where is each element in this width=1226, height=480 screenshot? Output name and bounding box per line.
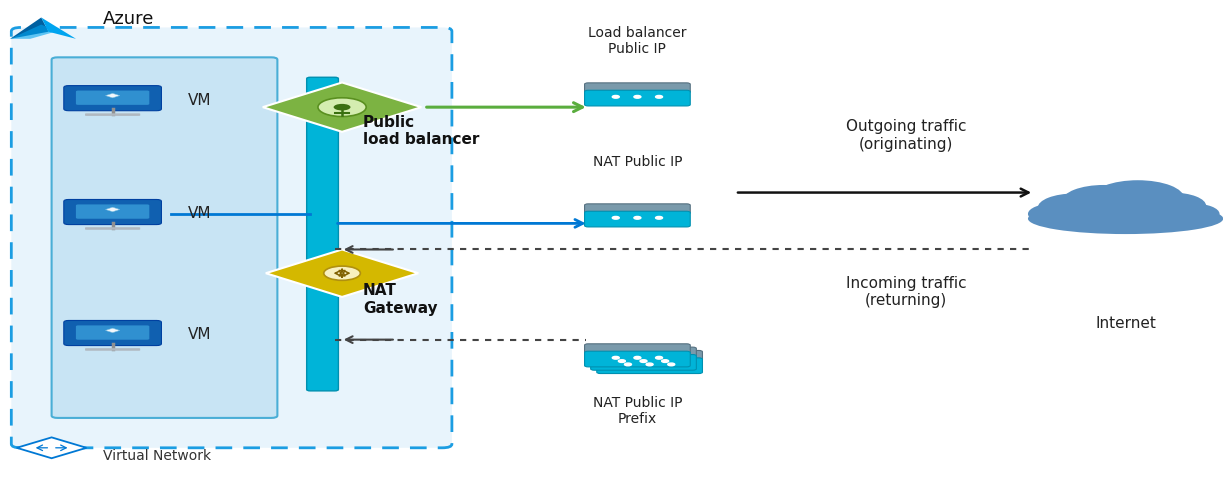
Circle shape [656,96,662,98]
Polygon shape [262,83,422,132]
Polygon shape [105,93,120,98]
Text: Azure: Azure [103,11,154,28]
Circle shape [634,96,641,98]
FancyBboxPatch shape [76,91,150,105]
FancyBboxPatch shape [11,27,452,448]
Circle shape [634,357,641,359]
FancyBboxPatch shape [585,90,690,106]
Circle shape [318,98,367,117]
Ellipse shape [1027,203,1224,234]
Circle shape [612,357,619,359]
Polygon shape [17,437,87,458]
Text: Load balancer
Public IP: Load balancer Public IP [588,25,687,56]
FancyBboxPatch shape [585,204,690,214]
FancyBboxPatch shape [85,348,140,351]
Circle shape [612,96,619,98]
Circle shape [1091,180,1184,216]
FancyBboxPatch shape [585,351,690,367]
Polygon shape [10,17,49,39]
Polygon shape [105,328,120,333]
FancyBboxPatch shape [306,77,338,391]
Text: Virtual Network: Virtual Network [103,449,211,463]
Text: VM: VM [189,206,212,221]
Circle shape [656,357,662,359]
FancyBboxPatch shape [585,211,690,227]
Circle shape [624,363,631,366]
Circle shape [324,266,360,280]
FancyBboxPatch shape [591,347,696,358]
FancyBboxPatch shape [597,358,702,373]
Polygon shape [105,207,120,212]
Circle shape [333,104,351,110]
Text: VM: VM [189,93,212,108]
Text: NAT Public IP
Prefix: NAT Public IP Prefix [592,396,682,426]
Text: VM: VM [189,327,212,342]
Circle shape [1027,204,1081,224]
Polygon shape [266,250,418,297]
Text: NAT
Gateway: NAT Gateway [363,283,438,315]
Text: NAT Public IP: NAT Public IP [592,155,682,168]
Text: Public
load balancer: Public load balancer [363,115,479,147]
Circle shape [1138,192,1206,219]
Circle shape [1166,204,1220,224]
Circle shape [646,363,653,366]
Circle shape [668,363,674,366]
Circle shape [1062,185,1145,217]
FancyBboxPatch shape [64,321,162,346]
Polygon shape [10,24,58,39]
Text: Outgoing traffic
(originating): Outgoing traffic (originating) [846,120,966,152]
FancyBboxPatch shape [64,200,162,225]
FancyBboxPatch shape [597,350,702,360]
Polygon shape [42,17,76,39]
Text: Internet: Internet [1095,316,1156,331]
Circle shape [634,216,641,219]
Circle shape [662,360,668,362]
FancyBboxPatch shape [85,227,140,230]
FancyBboxPatch shape [85,113,140,116]
FancyBboxPatch shape [585,344,690,354]
FancyBboxPatch shape [51,57,277,418]
FancyBboxPatch shape [585,83,690,93]
Circle shape [640,360,647,362]
FancyBboxPatch shape [591,355,696,370]
FancyBboxPatch shape [76,325,150,340]
Circle shape [618,360,625,362]
FancyBboxPatch shape [64,85,162,111]
Text: Incoming traffic
(returning): Incoming traffic (returning) [846,276,966,308]
Circle shape [1037,193,1111,222]
Circle shape [656,216,662,219]
Circle shape [612,216,619,219]
FancyBboxPatch shape [76,204,150,219]
